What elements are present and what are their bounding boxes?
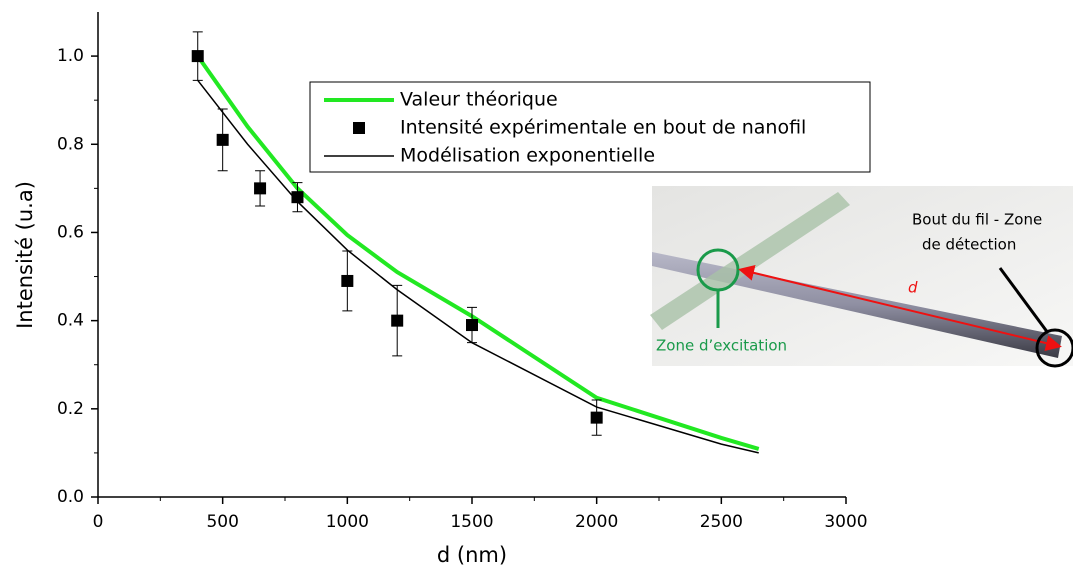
point <box>254 182 267 195</box>
inset-image: Bout du fil - Zone de détection d Zone d… <box>191 31 1073 454</box>
y-tick-label: 1.0 <box>57 46 84 66</box>
x-tick-label: 1500 <box>450 512 493 532</box>
y-tick-label: 0.0 <box>57 487 84 507</box>
legend-marker <box>353 122 365 134</box>
detection-circle <box>1035 328 1073 368</box>
annotation: de détection <box>922 236 1016 254</box>
annotation: Bout du fil - Zone <box>912 211 1042 229</box>
y-axis-label: Intensité (u.a) <box>13 181 37 329</box>
x-tick-label: 1000 <box>326 512 369 532</box>
line <box>196 54 760 451</box>
x-tick-label: 2000 <box>575 512 618 532</box>
annotation: Zone d’excitation <box>656 337 787 355</box>
legend-label: Valeur théorique <box>400 89 558 111</box>
point <box>466 319 478 332</box>
x-axis-label: d (nm) <box>437 543 507 567</box>
point <box>291 191 304 204</box>
excitation-fiber <box>650 192 850 330</box>
point <box>590 411 603 424</box>
detection-pointer <box>998 267 1050 334</box>
y-tick-label: 0.2 <box>57 399 84 419</box>
legend-label: Modélisation exponentielle <box>400 145 655 167</box>
x-tick-label: 3000 <box>824 512 867 532</box>
y-tick-label: 0.4 <box>57 311 84 331</box>
legend-box <box>309 81 871 173</box>
annotation: d <box>908 279 918 297</box>
legend-label: Intensité expérimentale en bout de nanof… <box>400 117 806 139</box>
point <box>216 133 229 146</box>
x-tick-label: 0 <box>93 512 104 532</box>
point <box>191 50 204 63</box>
point <box>391 314 404 327</box>
x-tick-label: 2500 <box>700 512 743 532</box>
point <box>341 274 354 287</box>
x-tick-label: 500 <box>206 512 238 532</box>
y-tick-label: 0.6 <box>57 222 84 242</box>
distance-arrow <box>738 265 1062 351</box>
y-tick-label: 0.8 <box>57 134 84 154</box>
